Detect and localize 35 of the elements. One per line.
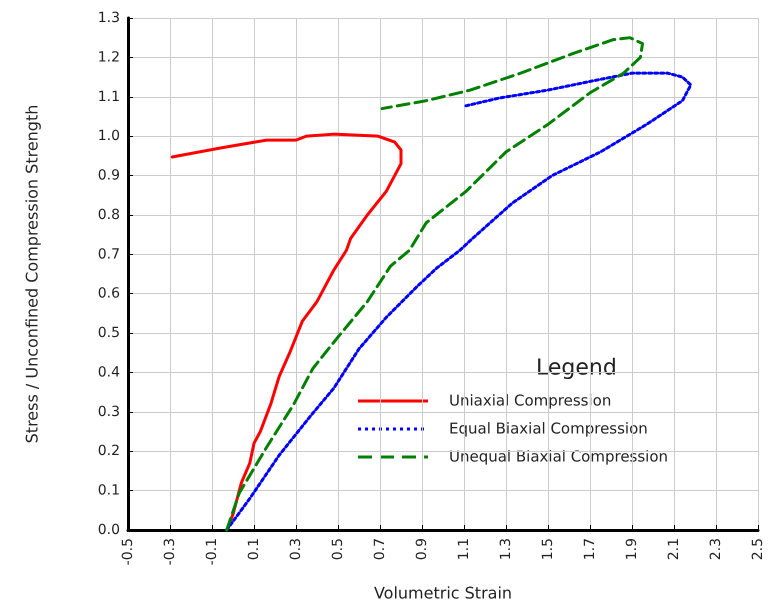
x-tick-label: 2.3 xyxy=(708,538,724,560)
x-tick-label: 0.3 xyxy=(288,538,304,560)
x-tick-label: 0.9 xyxy=(414,538,430,560)
y-tick-label: 1.1 xyxy=(98,88,120,105)
x-tick-label: 1.1 xyxy=(456,538,472,560)
legend-label: Uniaxial Compression xyxy=(449,392,612,410)
y-tick-label: 0.8 xyxy=(98,206,120,223)
x-tick-label: -0.5 xyxy=(120,538,136,566)
x-tick-label: 2.1 xyxy=(666,538,682,560)
x-tick-label: -0.1 xyxy=(204,538,220,566)
y-tick-label: 0.2 xyxy=(98,443,120,460)
y-tick-label: 0.0 xyxy=(98,522,120,538)
x-tick-label: -0.3 xyxy=(162,538,178,566)
y-tick-label: 0.7 xyxy=(98,246,120,262)
x-tick-label: 0.7 xyxy=(372,538,388,560)
y-tick-label: 0.4 xyxy=(98,364,120,380)
y-tick-label: 1.3 xyxy=(98,10,120,26)
legend-label: Equal Biaxial Compression xyxy=(449,420,648,438)
x-tick-label: 0.1 xyxy=(246,538,262,560)
x-tick-label: 2.5 xyxy=(750,538,766,560)
x-tick-label: 1.9 xyxy=(624,538,640,560)
x-tick-label: 1.7 xyxy=(582,538,598,560)
y-tick-label: 0.5 xyxy=(98,325,120,342)
y-tick-label: 0.6 xyxy=(98,286,120,302)
line-series xyxy=(225,72,692,532)
x-tick-label: 1.5 xyxy=(540,538,556,560)
x-tick-label: 1.3 xyxy=(498,538,514,560)
y-tick-label: 1.2 xyxy=(98,49,120,66)
y-tick-label: 0.9 xyxy=(98,168,120,184)
y-tick-label: 0.1 xyxy=(98,482,120,499)
y-tick-label: 1.0 xyxy=(98,128,120,144)
y-axis-title: Stress / Unconfined Compression Strength xyxy=(22,104,42,444)
y-tick-label: 0.3 xyxy=(98,404,120,420)
x-tick-label: 0.5 xyxy=(330,538,346,560)
x-axis-title: Volumetric Strain xyxy=(374,584,512,602)
